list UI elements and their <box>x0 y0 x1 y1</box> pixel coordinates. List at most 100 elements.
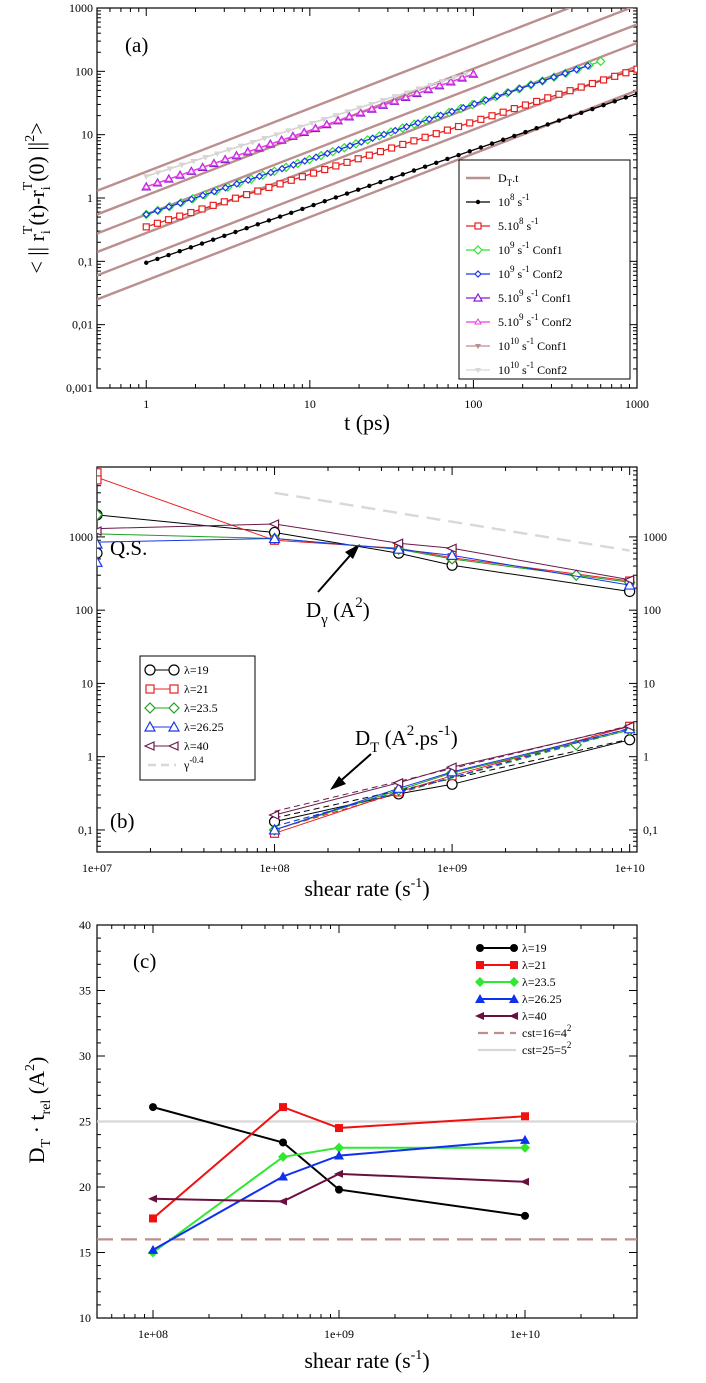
data-point <box>147 1244 158 1254</box>
y-tick-label: 0,01 <box>72 318 93 332</box>
legend-marker <box>509 977 519 987</box>
data-point <box>391 126 400 135</box>
data-point <box>164 175 173 182</box>
legend-text-part: 10 <box>510 336 520 346</box>
data-point <box>467 149 472 154</box>
data-point <box>504 88 513 97</box>
data-point <box>534 126 539 131</box>
data-point <box>332 162 340 170</box>
data-point <box>266 140 275 147</box>
data-point <box>261 136 268 142</box>
legend-text-part: 10 <box>498 267 510 281</box>
data-point <box>344 109 351 115</box>
data-point <box>478 145 484 150</box>
legend-label: γ-0.4 <box>183 755 204 772</box>
data-point <box>166 252 171 258</box>
data-point <box>166 166 173 172</box>
y-tick-label: 25 <box>79 1115 91 1129</box>
data-point <box>289 210 294 215</box>
y-tick-label-right: 1 <box>643 750 649 764</box>
qs-point <box>97 509 103 521</box>
legend-text-part: 2 <box>567 1040 572 1050</box>
data-point <box>567 114 573 119</box>
data-point <box>389 175 394 181</box>
data-point <box>459 103 468 112</box>
data-point <box>446 77 455 85</box>
data-point <box>521 1112 530 1121</box>
data-point <box>458 74 467 81</box>
data-point <box>233 229 238 235</box>
data-point <box>289 132 297 139</box>
legend-label: 108 s-1 <box>498 192 530 209</box>
data-point <box>456 152 461 158</box>
panel-c-legend: λ=19λ=21λ=23.5 λ=26.25λ=40cst=16=42cst=2… <box>475 941 571 1057</box>
data-point <box>334 145 343 154</box>
legend-text-part: Conf2 <box>534 363 567 377</box>
data-point <box>500 137 506 142</box>
data-point <box>289 161 298 169</box>
data-point <box>595 56 606 67</box>
data-point <box>187 208 195 217</box>
data-point <box>278 1171 289 1181</box>
data-point <box>153 219 161 227</box>
data-point <box>443 126 451 134</box>
data-point <box>451 75 458 81</box>
legend-text-part: 10 <box>510 360 520 370</box>
d-t-point <box>624 734 636 746</box>
d-gamma-line <box>97 533 630 583</box>
legend-text-part: 10 <box>498 363 510 377</box>
data-point <box>279 1138 288 1147</box>
legend-box <box>458 159 631 380</box>
data-point <box>566 87 574 95</box>
data-point <box>176 171 184 178</box>
series-line <box>152 1138 526 1251</box>
data-point <box>334 116 342 124</box>
data-point <box>278 1197 288 1206</box>
data-point <box>255 222 260 227</box>
legend-label: cst=25=52 <box>522 1040 571 1057</box>
d-t-point <box>392 782 405 793</box>
legend-box <box>139 655 256 781</box>
data-point <box>309 121 316 127</box>
panel-c-xlabel: shear rate (s-1) <box>304 1348 429 1373</box>
data-point <box>403 90 410 96</box>
d-gamma-point <box>446 549 459 560</box>
d-t-point <box>446 765 459 777</box>
qs-point <box>97 526 102 537</box>
data-point <box>510 105 518 113</box>
legend-text-part: 5.10 <box>498 219 519 233</box>
data-point <box>300 128 309 135</box>
data-point <box>210 187 219 196</box>
y-tick-label: 1 <box>87 750 93 764</box>
y-tick-label: 100 <box>75 64 93 78</box>
data-point <box>512 133 517 139</box>
data-point <box>611 72 619 80</box>
legend-text-part: 5.10 <box>498 315 519 329</box>
legend-marker <box>475 199 481 205</box>
y-tick-label-right: 10 <box>643 676 655 690</box>
data-point <box>190 159 197 165</box>
data-point <box>421 133 429 141</box>
arrow-d-gamma <box>317 544 360 593</box>
data-point <box>520 1177 530 1186</box>
data-point <box>345 112 354 120</box>
data-point <box>577 83 585 91</box>
d-gamma-annotation: Dγ (A2) <box>306 595 370 628</box>
x-tick-label: 100 <box>464 397 482 411</box>
data-point <box>380 98 387 104</box>
d-gamma-point <box>268 519 280 529</box>
y-tick-label: 10 <box>81 128 93 142</box>
d-t-point <box>268 810 280 820</box>
legend-text-part: Conf1 <box>530 243 563 257</box>
legend-text-part: 10 <box>498 243 510 257</box>
legend-text-part: 8 <box>519 216 524 226</box>
legend-label: λ=40 <box>184 739 209 753</box>
qs-point <box>97 537 104 549</box>
data-point <box>265 183 273 192</box>
legend-label: λ=40 <box>522 1009 547 1023</box>
x-tick-label: 1e+09 <box>324 1327 354 1341</box>
y-tick-label-right: 0,1 <box>643 823 658 837</box>
y-tick-label: 40 <box>79 918 91 932</box>
legend-marker <box>143 741 155 751</box>
